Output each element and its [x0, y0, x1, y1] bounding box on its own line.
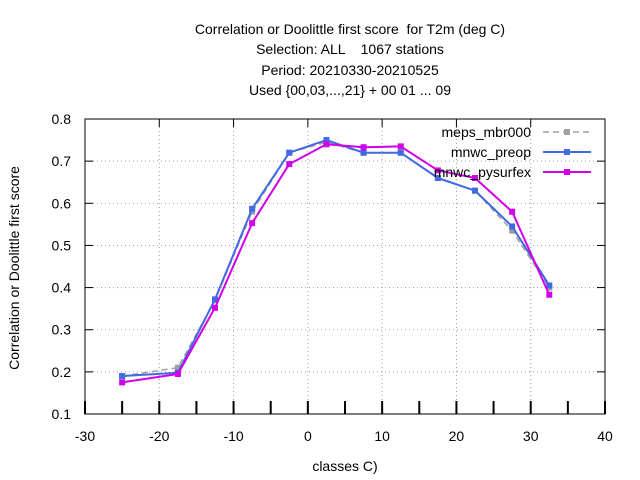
- series-mnwc_pysurfex: [119, 141, 553, 386]
- data-point-mnwc_preop: [509, 223, 516, 230]
- data-point-mnwc_preop: [286, 149, 293, 156]
- x-tick-label: -20: [149, 428, 169, 444]
- y-tick-label: 0.3: [52, 322, 72, 338]
- data-point-mnwc_pysurfex: [249, 220, 256, 227]
- title-line-3: Period: 20210330-20210525: [261, 62, 439, 78]
- data-point-mnwc_pysurfex: [286, 161, 293, 168]
- legend-marker-mnwc_pysurfex: [564, 169, 570, 175]
- y-tick-label: 0.2: [52, 364, 72, 380]
- title-line-1: Correlation or Doolittle first score for…: [194, 21, 506, 37]
- y-tick-label: 0.1: [52, 406, 72, 422]
- legend-label-mnwc_preop: mnwc_preop: [451, 144, 531, 160]
- data-point-mnwc_preop: [360, 149, 367, 156]
- title-line-2: Selection: ALL 1067 stations: [256, 41, 444, 57]
- plot-frame: [84, 118, 606, 415]
- legend-marker-meps_mbr000: [564, 129, 570, 135]
- x-tick-label: 30: [523, 428, 539, 444]
- data-point-mnwc_pysurfex: [323, 141, 330, 148]
- legend: meps_mbr000 mnwc_preop mnwc_pysurfex: [434, 124, 591, 180]
- x-tick-label: 0: [304, 428, 312, 444]
- data-point-mnwc_preop: [323, 137, 330, 144]
- y-tick-label: 0.6: [52, 195, 72, 211]
- data-point-mnwc_pysurfex: [360, 144, 367, 151]
- data-point-mnwc_preop: [249, 205, 256, 212]
- data-point-mnwc_preop: [212, 296, 218, 303]
- legend-label-mnwc_pysurfex: mnwc_pysurfex: [434, 164, 531, 180]
- legend-label-meps_mbr000: meps_mbr000: [442, 124, 532, 140]
- data-point-mnwc_pysurfex: [434, 167, 441, 174]
- data-point-mnwc_preop: [119, 373, 126, 380]
- data-point-meps_mbr000: [509, 227, 516, 234]
- data-point-mnwc_pysurfex: [212, 304, 218, 311]
- data-point-mnwc_preop: [472, 187, 478, 194]
- y-tick-label: 0.8: [52, 111, 72, 127]
- data-point-meps_mbr000: [174, 364, 181, 371]
- y-tick-label: 0.5: [52, 237, 72, 253]
- x-axis-label: classes C): [312, 458, 377, 474]
- x-tick-label: -10: [223, 428, 243, 444]
- y-tick-label: 0.4: [52, 280, 72, 296]
- x-tick-label: -30: [75, 428, 95, 444]
- x-tick-label: 20: [449, 428, 465, 444]
- y-axis-label: Correlation or Doolittle first score: [6, 166, 22, 370]
- data-point-mnwc_preop: [397, 149, 404, 156]
- series-layer: [119, 137, 553, 386]
- x-tick-label: 10: [374, 428, 390, 444]
- series-line-mnwc_pysurfex: [121, 143, 551, 384]
- grid: [85, 119, 605, 414]
- data-point-mnwc_pysurfex: [397, 143, 404, 150]
- data-point-mnwc_pysurfex: [546, 291, 553, 298]
- x-tick-label: 40: [597, 428, 613, 444]
- data-point-mnwc_pysurfex: [119, 379, 126, 386]
- legend-marker-mnwc_preop: [564, 149, 570, 155]
- data-point-mnwc_preop: [546, 282, 553, 289]
- title-line-4: Used {00,03,...,21} + 00 01 ... 09: [249, 82, 451, 98]
- data-point-mnwc_pysurfex: [472, 175, 478, 181]
- axes: 0.1 0.2 0.3 0.4 0.5 0.6 0.7 0.8 -30 -20 -10 0 10 20 30…: [52, 111, 613, 444]
- data-point-mnwc_preop: [434, 175, 441, 181]
- data-point-mnwc_pysurfex: [174, 370, 181, 377]
- data-point-mnwc_pysurfex: [509, 208, 516, 215]
- y-tick-label: 0.7: [52, 153, 72, 169]
